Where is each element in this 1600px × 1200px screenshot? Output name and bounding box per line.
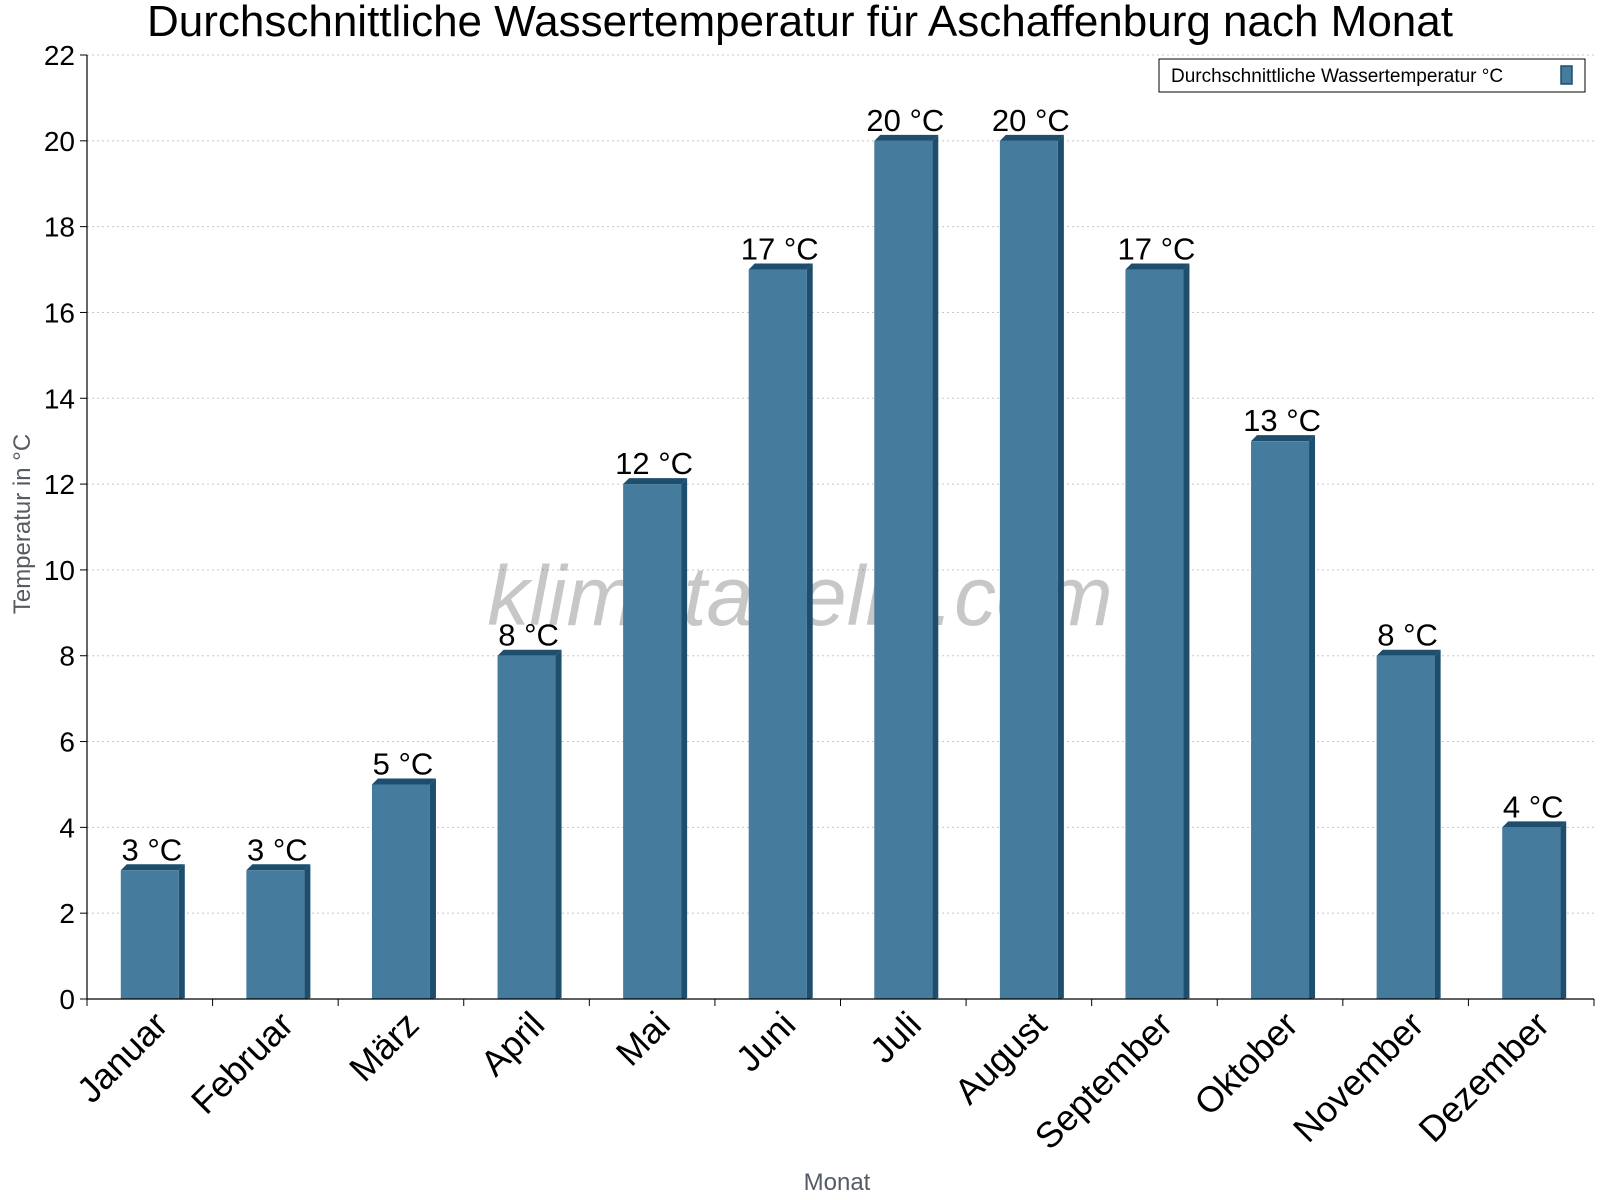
x-tick-label: Juli [862, 1004, 929, 1071]
y-tick-label: 4 [59, 812, 75, 843]
bar-front [623, 484, 682, 999]
bar-front [874, 140, 933, 999]
bar [1502, 821, 1567, 999]
x-tick-label: November [1285, 1004, 1431, 1150]
bar-top [748, 263, 813, 270]
y-tick-label: 16 [44, 297, 75, 328]
axes [86, 55, 1594, 1000]
data-label: 20 °C [992, 103, 1070, 138]
x-tick-label: April [472, 1004, 552, 1084]
bar [999, 134, 1064, 999]
bar-side [1183, 263, 1190, 1000]
x-tick-label: August [946, 1004, 1054, 1112]
x-axis-title: Monat [804, 1169, 871, 1196]
bar-side [178, 864, 185, 999]
legend-box [1158, 58, 1586, 93]
x-tick-label: Mai [608, 1004, 678, 1074]
bar [246, 864, 311, 999]
x-tick-label: Januar [69, 1004, 176, 1111]
data-label: 5 °C [373, 746, 434, 781]
x-tick-label: März [341, 1004, 427, 1090]
bar-front [999, 140, 1058, 999]
legend-swatch [1560, 65, 1573, 85]
y-tick-label: 10 [44, 555, 75, 586]
x-tick-label: Juni [728, 1004, 804, 1080]
bar-front [1251, 441, 1310, 999]
bar-side [1309, 435, 1316, 999]
bar-side [429, 778, 436, 999]
bar-front [246, 870, 305, 999]
data-label: 17 °C [1118, 232, 1196, 267]
bars [120, 134, 1567, 1000]
bar-side [1560, 821, 1567, 999]
data-label: 3 °C [247, 832, 308, 867]
data-label: 17 °C [741, 232, 819, 267]
bar [874, 134, 939, 999]
y-tick-label: 18 [44, 212, 75, 243]
bar-side [555, 649, 562, 999]
bar-side [304, 864, 311, 999]
bar-front [1125, 269, 1184, 1000]
y-tick-label: 0 [59, 984, 75, 1015]
chart-title: Durchschnittliche Wassertemperatur für A… [147, 0, 1453, 46]
data-label: 4 °C [1503, 789, 1564, 824]
bar-top [874, 134, 939, 141]
bar-top [120, 864, 185, 871]
bar-top [1376, 649, 1441, 656]
x-tick-label: September [1027, 1004, 1181, 1158]
bar-side [681, 478, 688, 999]
bar-top [623, 478, 688, 485]
bar-top [497, 649, 562, 656]
y-tick-label: 20 [44, 126, 75, 157]
y-tick-label: 6 [59, 727, 75, 758]
y-axis-title: Temperatur in °C [9, 434, 36, 614]
bar [1376, 649, 1441, 999]
bar [120, 864, 185, 999]
bar [1251, 435, 1316, 999]
bar [1125, 263, 1190, 1000]
y-axis-ticks: 0 2 4 6 8 10 12 14 16 18 20 22 [44, 40, 87, 1015]
bar [371, 778, 436, 999]
bar-front [1376, 655, 1435, 999]
bar [623, 478, 688, 999]
data-label: 8 °C [498, 618, 559, 653]
data-label: 8 °C [1377, 618, 1438, 653]
bar-top [1251, 435, 1316, 442]
legend-label: Durchschnittliche Wassertemperatur °C [1171, 66, 1503, 87]
y-tick-label: 12 [44, 469, 75, 500]
gridlines [87, 54, 1594, 914]
y-tick-label: 8 [59, 641, 75, 672]
data-label: 3 °C [121, 832, 182, 867]
y-tick-label: 2 [59, 898, 75, 929]
x-axis-ticks: Januar Februar März April Mai Juni Juli AugustS… [69, 999, 1595, 1158]
legend: Durchschnittliche Wassertemperatur °C [1158, 58, 1586, 93]
bar-front [1502, 827, 1561, 999]
bar-front [120, 870, 179, 999]
x-tick-label: Februar [183, 1004, 301, 1122]
x-tick-label: Oktober [1186, 1004, 1306, 1124]
data-label: 20 °C [866, 103, 944, 138]
bar-front [371, 784, 430, 999]
bar-side [1434, 649, 1441, 999]
bar-top [1502, 821, 1567, 828]
data-labels: 3 °C 3 °C 5 °C 8 °C 12 °C 17 °C 20 °C 20 °C 17 °… [121, 103, 1563, 867]
bar-top [999, 134, 1064, 141]
bar [748, 263, 813, 1000]
x-tick-label: Dezember [1410, 1004, 1556, 1150]
bar [497, 649, 562, 999]
bar-side [932, 134, 939, 999]
data-label: 13 °C [1243, 403, 1321, 438]
bar-front [497, 655, 556, 999]
bar-top [246, 864, 311, 871]
bar-top [1125, 263, 1190, 270]
bar-side [806, 263, 813, 1000]
bar-side [1057, 134, 1064, 999]
y-tick-label: 22 [44, 40, 75, 71]
data-label: 12 °C [615, 446, 693, 481]
bar-top [371, 778, 436, 785]
bar-front [748, 269, 807, 1000]
y-tick-label: 14 [44, 383, 75, 414]
